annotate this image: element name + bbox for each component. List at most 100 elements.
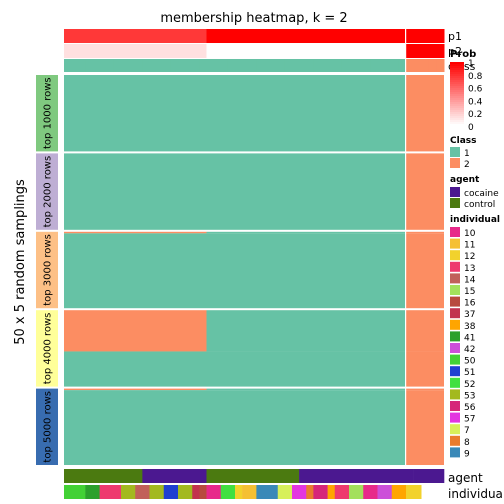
annotation-class-cell [256,59,264,72]
legend-agent-label: control [464,200,495,210]
annotation-agent-cell [64,469,143,483]
annotation-p1-cell [71,29,79,43]
annotation-p1-cell [249,29,257,43]
annotation-p2-cell [299,44,307,58]
annotation-agent-cell [413,469,445,483]
annotation-individual-cell [406,485,422,499]
annotation-class-cell [428,59,437,72]
legend-individual-label: 53 [464,391,475,401]
annotation-p1-cell [421,29,430,43]
annotation-p2-cell [156,44,165,58]
annotation-individual-cell [306,485,314,499]
annotation-class-cell [64,59,72,72]
legend-prob-gradient-step [450,70,464,73]
annotation-p1-cell [256,29,264,43]
annotation-p2-cell [398,44,407,58]
legend-prob-tick: 0.6 [468,85,483,95]
legend-individual-swatch [450,319,460,330]
legend-individual-swatch [450,273,460,284]
legend-individual-label: 7 [464,426,470,436]
annotation-class-cell [142,59,150,72]
annotation-individual-cell [64,485,86,499]
annotation-p2-cell [292,44,300,58]
annotation-class-cell [363,59,371,72]
annotation-p1-cell [78,29,86,43]
annotation-p2-cell [391,44,400,58]
legend-individual-swatch [450,238,460,249]
annotation-class-cell [421,59,430,72]
legend-individual-swatch [450,331,460,342]
annotation-p1-cell [85,29,93,43]
legend-individual-swatch [450,261,460,272]
annotation-p2-cell [170,44,179,58]
annotation-p1-cell [327,29,336,43]
heatmap-cell-block [64,390,207,465]
annotation-individual-cell [363,485,378,499]
annotation-p2-cell [185,44,193,58]
annotation-p1-cell [178,29,186,43]
annotation-p2-cell [142,44,150,58]
annotation-p1-label: p1 [448,30,462,43]
annotation-p2-cell [413,44,422,58]
heatmap-cell-block [64,351,207,387]
legend-individual-label: 10 [464,229,476,239]
heatmap-cell-block [206,388,406,391]
legend-prob-gradient-step [450,98,464,101]
annotation-p1-cell [170,29,179,43]
annotation-p2-cell [356,44,364,58]
annotation-p2-cell [363,44,371,58]
legend-agent-label: cocaine [464,189,499,199]
annotation-p2-cell [277,44,286,58]
annotation-p1-cell [121,29,129,43]
annotation-p1-cell [436,29,445,43]
heatmap-cell-block [206,351,406,387]
legend-individual-swatch [450,366,460,377]
legend-prob-tick: 1 [468,59,474,69]
legend-individual-swatch [450,389,460,400]
legend-prob-gradient-step [450,86,464,89]
legend-prob-gradient-step [450,102,464,105]
row-group-label: top 3000 rows [43,234,54,306]
legend-individual-label: 51 [464,368,475,378]
legend-individual-label: 13 [464,264,475,274]
annotation-p2-cell [85,44,93,58]
annotation-p1-cell [149,29,158,43]
legend-layer: Prob10.80.60.40.20Class12agentcocainecon… [450,49,500,459]
annotation-individual-cell [220,485,236,499]
annotation-individual-cell [327,485,336,499]
legend-individual-title: individual [450,215,500,225]
legend-prob-gradient-step [450,68,464,71]
heatmap-cell-block [406,153,444,230]
annotation-p2-cell [341,44,350,58]
annotation-individual-cell [277,485,293,499]
legend-prob-gradient-step [450,120,464,123]
legend-class-title: Class [450,136,476,146]
annotation-individual-cell [256,485,279,499]
annotation-class-cell [235,59,243,72]
legend-prob-gradient-step [450,72,464,75]
annotation-p1-cell [227,29,236,43]
annotation-p1-cell [270,29,279,43]
legend-individual-label: 57 [464,415,475,425]
annotation-individual-cell [242,485,257,499]
annotation-class-cell [436,59,445,72]
legend-class-swatch [450,158,460,168]
legend-prob-gradient-step [450,88,464,91]
annotation-individual-cell [163,485,179,499]
annotation-p1-cell [135,29,143,43]
legend-individual-swatch [450,447,460,458]
annotation-p1-cell [306,29,314,43]
annotation-p1-cell [277,29,286,43]
annotation-agent-cell [299,469,414,483]
annotation-p2-cell [106,44,115,58]
annotation-p2-cell [436,44,445,58]
legend-prob-title: Prob [450,49,476,60]
annotation-p2-cell [178,44,186,58]
annotation-p2-cell [384,44,393,58]
annotation-p1-cell [199,29,207,43]
annotation-class-cell [156,59,165,72]
legend-prob-gradient-step [450,74,464,77]
heatmap-cell-block [206,310,406,352]
